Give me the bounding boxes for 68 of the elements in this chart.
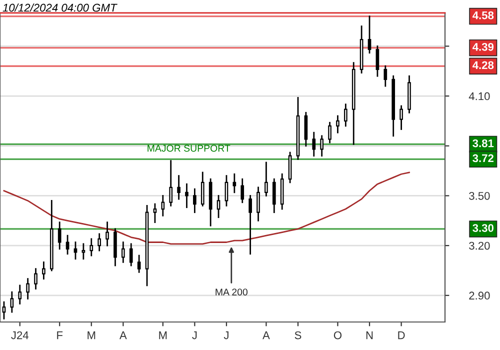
candlestick: [368, 16, 372, 54]
candlestick: [288, 152, 292, 184]
x-tick-label: J24: [11, 331, 28, 340]
y-tick-label: 3.20: [469, 242, 490, 250]
candlestick: [137, 254, 141, 273]
ref-line-label: 4.39: [472, 42, 494, 51]
x-tick-label: D: [398, 331, 405, 340]
line-series: [3, 172, 410, 245]
x-tick-label: J: [192, 331, 197, 340]
candlestick: [344, 104, 348, 127]
ref-line-label: 4.58: [472, 11, 494, 20]
candlestick: [2, 301, 6, 320]
candlestick: [224, 175, 228, 206]
candlestick: [272, 178, 276, 214]
candlestick: [320, 135, 324, 157]
x-tick-label: O: [334, 331, 342, 340]
candlestick: [122, 242, 125, 263]
candlestick: [232, 173, 236, 194]
candlestick: [193, 188, 196, 214]
ref-line-label: 3.81: [472, 139, 494, 148]
candlestick: [248, 195, 252, 255]
candlestick: [336, 115, 340, 134]
candlestick: [129, 243, 133, 266]
y-tick-label: 2.90: [469, 292, 490, 300]
candlestick: [169, 160, 173, 206]
candlestick: [376, 45, 380, 77]
text: 10/12/2024 04:00 GMT: [2, 4, 118, 12]
candlestick: [66, 234, 70, 255]
candlestick: [185, 183, 188, 208]
candlestick: [216, 195, 220, 218]
candlestick: [74, 242, 78, 260]
annotation: MAJOR SUPPORT: [148, 144, 230, 152]
x-tick-label: S: [294, 331, 302, 340]
candlestick: [312, 132, 316, 157]
candlestick: [42, 261, 46, 280]
candlestick: [34, 268, 38, 290]
y-tick-label: 3.50: [469, 192, 490, 200]
candlestick: [18, 284, 22, 304]
x-tick-label: N: [366, 331, 373, 340]
candlestick: [26, 278, 30, 300]
candlestick: [304, 112, 308, 147]
candlestick: [10, 291, 14, 313]
x-tick-label: F: [57, 331, 63, 340]
annotation: MA 200: [216, 288, 248, 296]
candlestick: [58, 222, 62, 250]
candlestick: [90, 238, 94, 256]
x-tick-label: M: [88, 331, 96, 340]
candlestick: [177, 175, 180, 200]
ref-line-label: 4.28: [472, 61, 494, 70]
x-tick-label: J: [224, 331, 228, 340]
candlestick: [328, 122, 332, 144]
y-tick-label: 4.10: [468, 92, 490, 100]
candlestick: [98, 233, 101, 252]
candlestick: [240, 178, 244, 204]
ref-line-label: 3.72: [472, 154, 494, 162]
x-tick-label: A: [119, 331, 127, 340]
candlestick: [161, 195, 165, 216]
candlestick: [400, 105, 403, 130]
x-tick-label: M: [159, 331, 167, 340]
candlestick: [153, 203, 157, 223]
candlestick: [106, 222, 109, 246]
candlestick: [264, 162, 268, 196]
candlestick: [82, 243, 86, 260]
candlestick: [384, 65, 388, 87]
ref-line-label: 3.30: [472, 224, 494, 232]
candlestick: [256, 186, 260, 222]
candlestick: [200, 172, 204, 206]
x-tick-label: A: [262, 331, 270, 340]
